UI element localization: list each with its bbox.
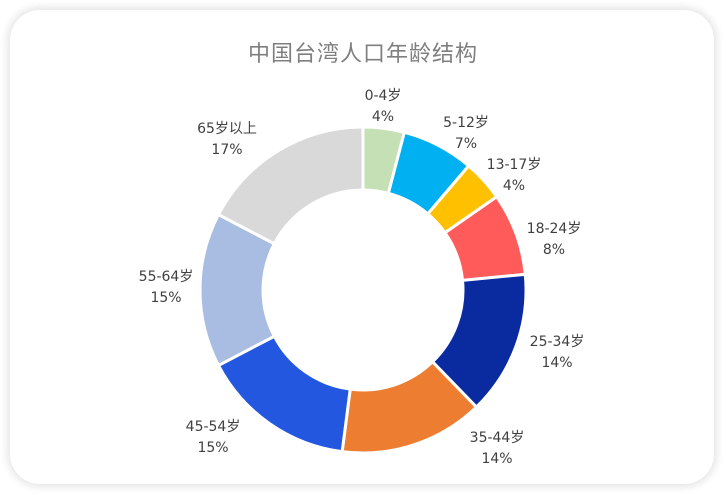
data-label-25-34: 25-34岁 14% <box>529 334 585 371</box>
data-label-0-4: 0-4岁 4% <box>364 88 402 125</box>
data-label-55-64: 55-64岁 15% <box>138 269 194 306</box>
data-label-65plus: 65岁以上 17% <box>197 121 257 158</box>
data-label-35-44: 35-44岁 14% <box>469 430 525 467</box>
data-label-5-12: 5-12岁 7% <box>443 115 489 152</box>
data-label-45-54: 45-54岁 15% <box>185 419 241 456</box>
data-label-18-24: 18-24岁 8% <box>526 221 582 258</box>
donut-slice-8 <box>216 125 365 246</box>
chart-title: 中国台湾人口年龄结构 <box>247 42 478 67</box>
data-label-13-17: 13-17岁 4% <box>486 157 542 194</box>
